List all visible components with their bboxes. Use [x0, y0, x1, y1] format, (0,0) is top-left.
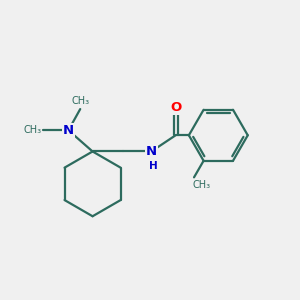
- Text: CH₃: CH₃: [193, 180, 211, 190]
- Text: O: O: [170, 100, 181, 113]
- Text: H: H: [148, 161, 157, 171]
- Text: CH₃: CH₃: [24, 125, 42, 135]
- Text: CH₃: CH₃: [71, 95, 89, 106]
- Text: N: N: [146, 145, 157, 158]
- Text: N: N: [63, 124, 74, 137]
